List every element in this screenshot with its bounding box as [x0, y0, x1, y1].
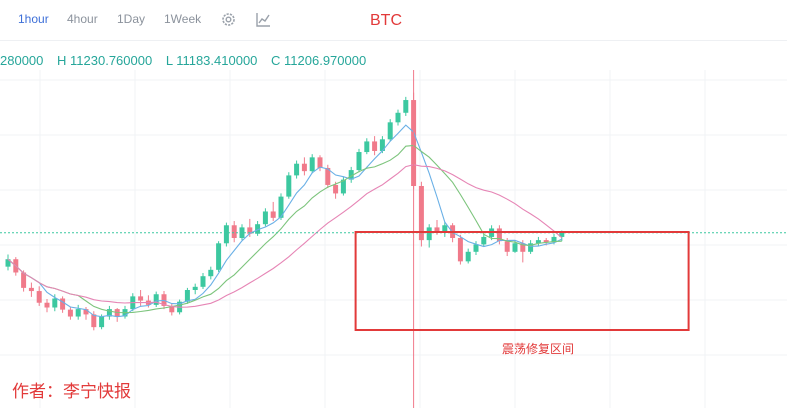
candle-body: [36, 291, 42, 303]
candle-body: [379, 139, 385, 151]
candle-body: [426, 227, 432, 241]
candle-body: [91, 314, 97, 328]
candle-body: [535, 240, 541, 244]
candle-body: [551, 236, 557, 243]
candle-body: [216, 243, 222, 270]
candle-body: [28, 287, 34, 292]
candle-body: [67, 309, 73, 317]
range-highlight-box: [354, 231, 690, 331]
candle-body: [356, 152, 362, 171]
candle-body: [99, 316, 105, 328]
candle-body: [208, 269, 214, 277]
candle-body: [442, 225, 448, 232]
candle-body: [247, 227, 253, 234]
ohlc-open: 280000: [0, 53, 44, 68]
candle-body: [395, 112, 401, 123]
candle-body: [60, 298, 66, 310]
candle-body: [83, 309, 89, 315]
candle-body: [192, 286, 198, 290]
candle-body: [372, 141, 378, 151]
candle-body: [465, 251, 471, 262]
range-label: 震荡修复区间: [502, 342, 575, 356]
candle-body: [278, 196, 284, 218]
candlestick-chart[interactable]: [0, 70, 787, 408]
candle-body: [309, 157, 315, 172]
candle-body: [270, 211, 276, 218]
chart-grid: [0, 70, 787, 408]
ohlc-close: C 11206.970000: [271, 53, 367, 68]
candle-body: [21, 272, 27, 288]
candle-body: [504, 241, 510, 252]
candle-body: [52, 298, 58, 308]
candle-body: [223, 225, 229, 244]
chart-title: BTC: [370, 12, 402, 29]
candle-body: [255, 224, 261, 234]
gear-icon[interactable]: [220, 11, 237, 28]
candle-body: [200, 276, 206, 287]
ohlc-high: H 11230.760000: [57, 53, 153, 68]
candle-body: [434, 227, 440, 232]
candle-body: [543, 240, 549, 243]
ma10-line: [7, 144, 562, 314]
candle-body: [153, 294, 159, 305]
candle-body: [317, 157, 323, 168]
candle-body: [301, 163, 307, 172]
candle-body: [496, 228, 502, 242]
candle-body: [340, 179, 346, 194]
ma5-line: [7, 124, 563, 318]
candle-body: [559, 232, 565, 237]
tab-1day[interactable]: 1Day: [117, 12, 146, 26]
tab-4hour[interactable]: 4hour: [67, 12, 98, 26]
tab-1hour[interactable]: 1hour: [18, 12, 49, 26]
tab-1week[interactable]: 1Week: [164, 12, 202, 26]
candle-body: [294, 163, 300, 176]
candle-body: [364, 141, 370, 153]
candle-body: [473, 244, 479, 252]
candle-body: [262, 211, 268, 225]
author-label: 作者：李宁快报: [12, 382, 131, 401]
candle-body: [403, 100, 409, 113]
candle-body: [239, 227, 245, 238]
ohlc-readout: 280000 H 11230.760000 L 11183.410000 C 1…: [0, 53, 376, 68]
candle-body: [481, 236, 487, 245]
candle-body: [325, 167, 331, 185]
candle-body: [169, 305, 175, 313]
ohlc-low: L 11183.410000: [165, 53, 258, 68]
candle-body: [231, 225, 237, 238]
ma20-line: [7, 164, 563, 308]
candle-body: [457, 238, 463, 262]
candle-body: [333, 184, 339, 194]
candle-body: [138, 296, 144, 301]
candle-body: [44, 302, 50, 308]
moving-averages: [7, 124, 563, 318]
chart-line-icon[interactable]: [255, 11, 272, 28]
candle-body: [520, 243, 526, 252]
candle-body: [184, 290, 190, 302]
toolbar: 1hour 4hour 1Day 1Week BTC: [0, 0, 787, 41]
candle-body: [5, 259, 11, 267]
candle-body: [387, 122, 393, 140]
candle-body: [528, 243, 534, 252]
candle-body: [106, 309, 112, 317]
candle-body: [348, 170, 354, 180]
candle-body: [75, 309, 81, 317]
candle-body: [512, 243, 518, 252]
candle-body: [286, 175, 292, 197]
candle-body: [418, 186, 424, 241]
